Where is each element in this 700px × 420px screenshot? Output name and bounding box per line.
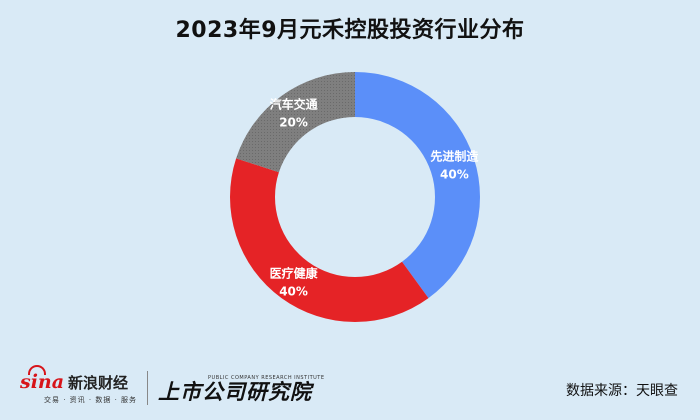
slice-label-3: 汽车交通 xyxy=(270,96,318,111)
institute-en: PUBLIC COMPANY RESEARCH INSTITUTE xyxy=(208,374,325,381)
logo-divider xyxy=(147,371,149,405)
slice-3 xyxy=(236,72,355,173)
sina-name: 新浪财经 xyxy=(68,373,129,392)
institute-logo: PUBLIC COMPANY RESEARCH INSTITUTE 上市公司研究… xyxy=(158,375,324,402)
institute-cn: 上市公司研究院 xyxy=(158,378,313,404)
data-source: 数据来源：天眼查 xyxy=(566,383,678,399)
slice-1 xyxy=(355,72,481,299)
sina-finance-logo: sina 新浪财经 交易 · 资讯 · 数据 · 服务 xyxy=(20,364,138,405)
slice-value-2: 40% xyxy=(279,285,308,299)
slice-value-1: 40% xyxy=(440,168,469,182)
slice-label-2: 医疗健康 xyxy=(270,266,319,281)
sina-mark: sina xyxy=(20,364,64,392)
chart-title: 2023年9月元禾控股投资行业分布 xyxy=(175,18,525,43)
slice-2 xyxy=(230,158,429,323)
sina-tagline: 交易 · 资讯 · 数据 · 服务 xyxy=(44,395,138,404)
footer-logos: sina 新浪财经 交易 · 资讯 · 数据 · 服务 PUBLIC COMPA… xyxy=(20,364,325,410)
slice-value-3: 20% xyxy=(279,115,308,129)
slice-label-1: 先进制造 xyxy=(430,149,479,164)
